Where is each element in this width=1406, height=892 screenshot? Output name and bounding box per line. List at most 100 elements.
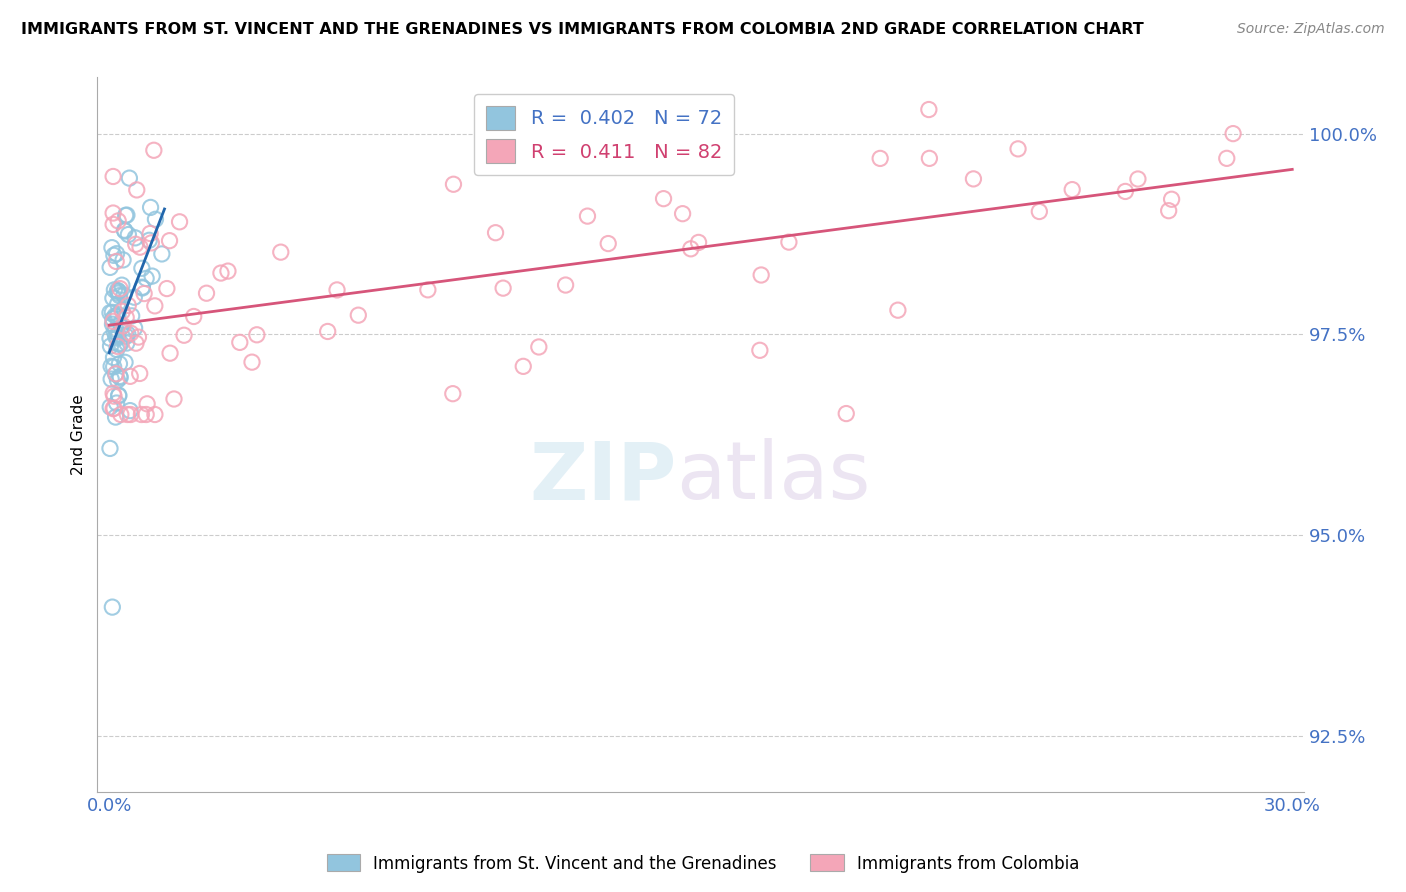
Point [316, 325, 339, 339]
Point [108, 357, 131, 371]
Point [110, 319, 132, 334]
Point [107, 388, 129, 402]
Point [112, 252, 135, 267]
Point [163, 392, 186, 406]
Point [246, 327, 269, 342]
Point [103, 325, 125, 339]
Point [108, 369, 131, 384]
Point [98, 331, 121, 345]
Point [104, 329, 127, 343]
Point [125, 237, 148, 252]
Point [107, 214, 129, 228]
Point [748, 343, 770, 358]
Point [101, 169, 124, 184]
Point [131, 261, 153, 276]
Point [131, 408, 153, 422]
Point [117, 327, 139, 342]
Point [598, 236, 620, 251]
Point [527, 340, 550, 354]
Point [103, 283, 125, 297]
Point [143, 408, 166, 422]
Point [101, 218, 124, 232]
Point [115, 329, 138, 343]
Point [138, 233, 160, 247]
Point [101, 386, 124, 401]
Point [492, 281, 515, 295]
Point [576, 209, 599, 223]
Point [143, 299, 166, 313]
Point [103, 351, 125, 365]
Point [103, 248, 125, 262]
Point [108, 288, 131, 302]
Point [195, 286, 218, 301]
Text: ZIP: ZIP [529, 439, 676, 516]
Point [98, 260, 121, 275]
Point [1028, 204, 1050, 219]
Point [131, 281, 153, 295]
Point [128, 367, 150, 381]
Point [484, 226, 506, 240]
Point [124, 231, 146, 245]
Point [512, 359, 534, 374]
Point [159, 346, 181, 360]
Point [105, 343, 128, 357]
Legend: Immigrants from St. Vincent and the Grenadines, Immigrants from Colombia: Immigrants from St. Vincent and the Gren… [321, 847, 1085, 880]
Point [101, 401, 124, 416]
Point [115, 208, 138, 222]
Point [105, 246, 128, 260]
Point [217, 264, 239, 278]
Point [124, 290, 146, 304]
Point [101, 314, 124, 328]
Text: IMMIGRANTS FROM ST. VINCENT AND THE GRENADINES VS IMMIGRANTS FROM COLOMBIA 2ND G: IMMIGRANTS FROM ST. VINCENT AND THE GREN… [21, 22, 1144, 37]
Point [156, 282, 179, 296]
Point [100, 359, 122, 374]
Point [125, 336, 148, 351]
Point [108, 337, 131, 351]
Point [105, 396, 128, 410]
Point [101, 206, 124, 220]
Point [554, 278, 576, 293]
Point [120, 403, 142, 417]
Point [118, 171, 141, 186]
Point [98, 306, 121, 320]
Point [135, 271, 157, 285]
Point [131, 280, 153, 294]
Y-axis label: 2nd Grade: 2nd Grade [72, 394, 86, 475]
Point [101, 241, 124, 255]
Point [112, 288, 135, 302]
Point [652, 192, 675, 206]
Point [835, 407, 858, 421]
Point [962, 172, 984, 186]
Point [114, 355, 136, 369]
Point [112, 318, 135, 333]
Point [1222, 127, 1244, 141]
Point [135, 408, 157, 422]
Point [104, 322, 127, 336]
Point [101, 600, 124, 615]
Point [120, 326, 142, 341]
Point [1216, 152, 1239, 166]
Point [173, 328, 195, 343]
Point [270, 245, 292, 260]
Point [117, 227, 139, 242]
Point [124, 321, 146, 335]
Point [100, 372, 122, 386]
Point [111, 278, 134, 293]
Point [105, 331, 128, 345]
Point [150, 247, 173, 261]
Point [120, 369, 142, 384]
Point [107, 308, 129, 322]
Point [104, 410, 127, 425]
Point [1160, 192, 1182, 206]
Point [1126, 172, 1149, 186]
Point [183, 310, 205, 324]
Point [101, 291, 124, 305]
Point [111, 304, 134, 318]
Point [107, 284, 129, 298]
Point [240, 355, 263, 369]
Point [918, 152, 941, 166]
Point [441, 386, 464, 401]
Point [104, 367, 127, 381]
Point [141, 235, 163, 250]
Point [145, 212, 167, 227]
